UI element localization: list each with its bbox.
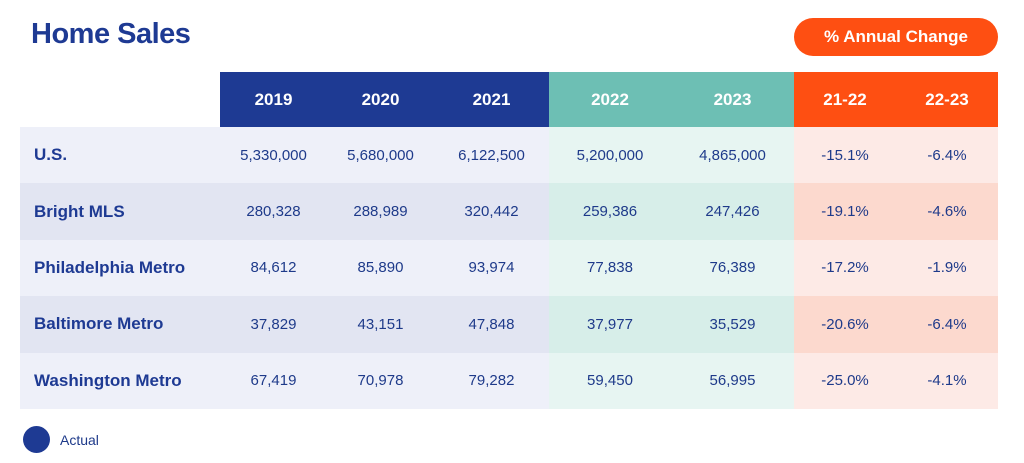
row-label: U.S. (20, 127, 220, 184)
table-cell: -19.1% (794, 183, 896, 240)
table-cell: 76,389 (671, 239, 794, 297)
table-cell: 259,386 (549, 183, 671, 240)
table-cell: 56,995 (671, 352, 794, 409)
column-header-2019: 2019 (220, 72, 327, 127)
column-header-2022: 2022 (549, 72, 671, 127)
home-sales-table: 2019 2020 2021 2022 2023 21-22 22-23 U.S. 5,330,… (20, 72, 998, 409)
table-cell: 59,450 (549, 352, 671, 409)
table-cell: 35,529 (671, 296, 794, 353)
column-header-21-22: 21-22 (794, 72, 896, 127)
table-cell: -1.9% (896, 239, 998, 297)
column-header-2021: 2021 (434, 72, 549, 127)
table-cell: 70,978 (327, 352, 434, 409)
table-cell: 280,328 (220, 183, 327, 240)
table-cell: 320,442 (434, 183, 549, 240)
table-cell: 37,829 (220, 296, 327, 353)
table-cell: 4,865,000 (671, 127, 794, 184)
table-cell: 43,151 (327, 296, 434, 353)
table-cell: 93,974 (434, 239, 549, 297)
row-label: Washington Metro (20, 352, 220, 409)
table-cell: 5,680,000 (327, 127, 434, 184)
table-cell: 247,426 (671, 183, 794, 240)
table-cell: 79,282 (434, 352, 549, 409)
table-cell: -6.4% (896, 296, 998, 353)
legend-actual-label: Actual (60, 431, 99, 448)
table-cell: 37,977 (549, 296, 671, 353)
table-cell: -15.1% (794, 127, 896, 184)
table-cell: -4.6% (896, 183, 998, 240)
table-cell: 5,200,000 (549, 127, 671, 184)
table-cell: -6.4% (896, 127, 998, 184)
table-cell: -17.2% (794, 239, 896, 297)
row-label: Baltimore Metro (20, 296, 220, 353)
table-cell: 67,419 (220, 352, 327, 409)
annual-change-pill: % Annual Change (794, 18, 998, 56)
table-cell: 5,330,000 (220, 127, 327, 184)
row-label: Philadelphia Metro (20, 239, 220, 297)
table-cell: 288,989 (327, 183, 434, 240)
column-header-2023: 2023 (671, 72, 794, 127)
table-cell: -20.6% (794, 296, 896, 353)
table-cell: 77,838 (549, 239, 671, 297)
legend-actual-swatch (23, 426, 50, 453)
table-cell: 6,122,500 (434, 127, 549, 184)
table-cell: 84,612 (220, 239, 327, 297)
legend: Actual (23, 426, 99, 453)
table-cell: -25.0% (794, 352, 896, 409)
row-label: Bright MLS (20, 183, 220, 240)
column-header-2020: 2020 (327, 72, 434, 127)
table-cell: 47,848 (434, 296, 549, 353)
page-title: Home Sales (31, 18, 191, 50)
column-header-22-23: 22-23 (896, 72, 998, 127)
table-cell: 85,890 (327, 239, 434, 297)
table-cell: -4.1% (896, 352, 998, 409)
